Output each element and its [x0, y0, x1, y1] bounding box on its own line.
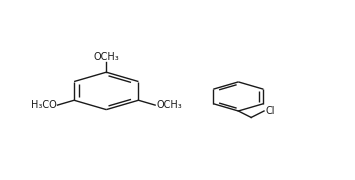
Text: H₃CO: H₃CO [31, 100, 56, 110]
Text: OCH₃: OCH₃ [156, 100, 182, 110]
Text: OCH₃: OCH₃ [93, 52, 119, 62]
Text: Cl: Cl [266, 106, 275, 116]
